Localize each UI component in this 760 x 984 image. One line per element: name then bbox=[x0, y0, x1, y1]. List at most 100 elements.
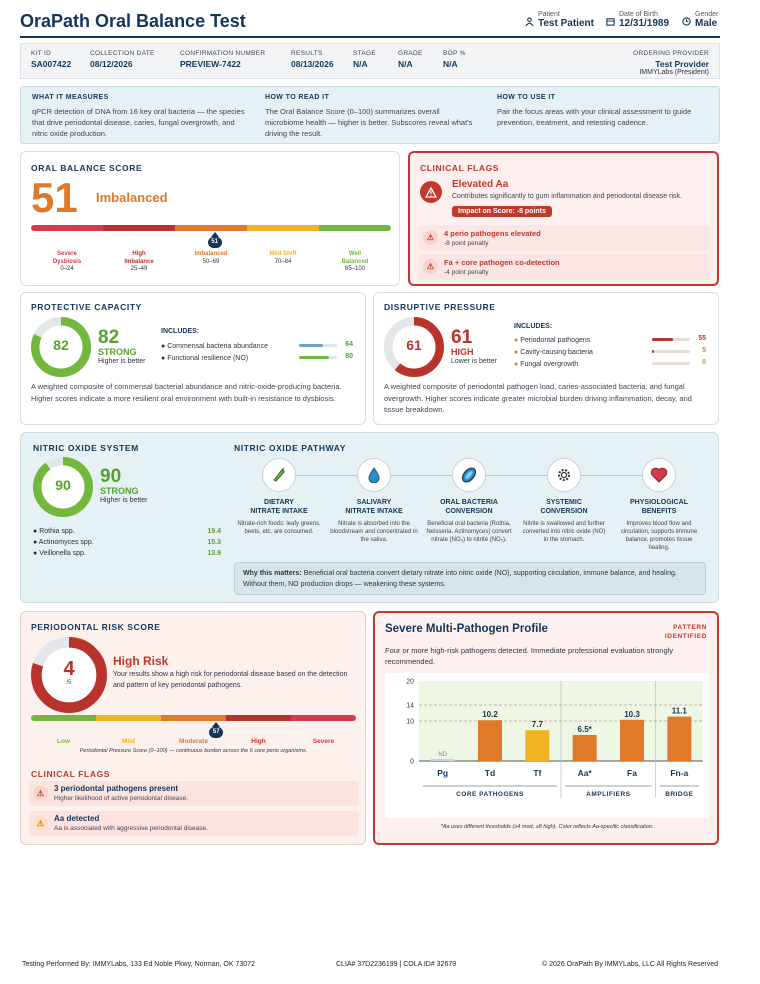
bar-value-label: 6.5* bbox=[578, 725, 593, 734]
step-title: SYSTEMIC CONVERSION bbox=[540, 499, 588, 515]
footer-copyright: © 2026 OraPath By IMMYLabs, LLC All Righ… bbox=[542, 961, 718, 968]
how-to-read-it: HOW TO READ IT The Oral Balance Score (0–… bbox=[265, 94, 473, 138]
oral-balance-marker: 51 bbox=[207, 232, 222, 248]
perio-title: PERIODONTAL RISK SCORE bbox=[31, 622, 161, 632]
step-desc: Improves blood flow and circulation, sup… bbox=[620, 521, 698, 551]
meta-kit-id: KIT ID SA007422 bbox=[31, 50, 72, 69]
bar bbox=[667, 716, 692, 761]
gauge-segment bbox=[291, 715, 356, 721]
gauge-segment bbox=[31, 225, 103, 231]
disruptive-status: HIGH bbox=[451, 347, 474, 357]
disruptive-includes: ● Periodontal pathogens 55 ● Cavity-caus… bbox=[514, 335, 714, 371]
disruptive-desc: A weighted composite of periodontal path… bbox=[384, 382, 692, 414]
flag-item: ⚠ 4 perio pathogens elevated -8 point pe… bbox=[418, 225, 710, 251]
step-title: PHYSIOLOGICAL BENEFITS bbox=[630, 499, 688, 515]
gauge-segment bbox=[175, 225, 247, 231]
protective-includes: ● Commensal bacteria abundance 64 ● Func… bbox=[161, 341, 361, 365]
include-bar-fill bbox=[299, 356, 330, 359]
gauge-segment bbox=[31, 715, 96, 721]
perio-desc: Your results show a high risk for period… bbox=[113, 671, 348, 689]
gauge-label: Imbalanced 50–69 bbox=[194, 251, 228, 265]
heart-icon bbox=[642, 458, 676, 492]
nitric-species-list: ● Rothia spp. 19.4 ● Actinomyces spp. 15.3… bbox=[33, 528, 221, 561]
bar-value-label: 11.1 bbox=[672, 707, 688, 716]
how-to-use-it: HOW TO USE IT Pair the focus areas with y… bbox=[497, 94, 692, 127]
protective-ring-label: 82 bbox=[53, 337, 69, 353]
include-bar bbox=[652, 362, 690, 365]
oral-balance-marker-label: 51 bbox=[207, 237, 222, 248]
meta-bop: BOP % N/A bbox=[443, 50, 466, 69]
gauge-label: Moderate bbox=[179, 738, 208, 745]
nitric-hint: Higher is better bbox=[100, 497, 148, 504]
protective-desc: A weighted composite of commensal bacter… bbox=[31, 382, 342, 403]
elevated-aa-desc: Contributes significantly to gum inflamm… bbox=[452, 193, 682, 200]
y-tick-label: 0 bbox=[410, 759, 414, 766]
bar-value-label: 10.2 bbox=[482, 710, 498, 719]
warning-icon: ⚠ bbox=[423, 259, 438, 274]
meta-stage: STAGE N/A bbox=[353, 50, 377, 69]
nitric-status: STRONG bbox=[100, 486, 139, 496]
perio-denom: /5 bbox=[66, 680, 72, 686]
bar bbox=[430, 759, 455, 761]
footer-clia: CLIA# 37D2236199 | COLA ID# 32679 bbox=[336, 961, 457, 968]
meta-results-date: RESULTS 08/13/2026 bbox=[291, 50, 334, 69]
y-tick-label: 20 bbox=[406, 679, 414, 686]
warning-icon: ⚠ bbox=[33, 816, 48, 831]
perio-score: 4 bbox=[63, 658, 75, 680]
patient-label: Patient bbox=[538, 11, 560, 18]
y-tick-label: 14 bbox=[406, 703, 414, 710]
periodontal-risk-card: PERIODONTAL RISK SCORE 4 /5 High Risk Yo… bbox=[20, 611, 366, 845]
include-bar bbox=[652, 338, 690, 341]
meta-grade: GRADE N/A bbox=[398, 50, 423, 69]
step-desc: Nitrate is absorbed into the bloodstream… bbox=[330, 521, 418, 543]
report-title: OraPath Oral Balance Test bbox=[20, 11, 246, 31]
species-row: ● Veillonella spp. 13.9 bbox=[33, 550, 221, 557]
gauge-label: Low bbox=[57, 738, 70, 745]
protective-capacity-card: PROTECTIVE CAPACITY 82 82 STRONG Higher … bbox=[20, 292, 366, 425]
provider-org: IMMYLabs (President) bbox=[639, 69, 709, 76]
oral-balance-gauge bbox=[31, 225, 391, 231]
bar-value-label: 7.7 bbox=[532, 720, 544, 729]
pathogen-bar-chart: 0 10 14 20 CORE PATHOGENS AMPLIFIERS BRIDGE ND P… bbox=[406, 679, 703, 798]
include-bar-fill bbox=[299, 344, 324, 347]
include-bar bbox=[652, 350, 690, 353]
oral-balance-card: ORAL BALANCE SCORE 51 Imbalanced 51 Seve… bbox=[20, 151, 400, 286]
perio-gauge bbox=[31, 715, 356, 721]
species-row: ● Rothia spp. 19.4 bbox=[33, 528, 221, 535]
bar bbox=[572, 735, 597, 761]
meta-confirmation-number: CONFIRMATION NUMBER PREVIEW-7422 bbox=[180, 50, 266, 69]
profile-title: Severe Multi-Pathogen Profile bbox=[385, 623, 548, 635]
disruptive-ring bbox=[384, 317, 444, 377]
gauge-segment bbox=[247, 225, 319, 231]
clinical-flags-card: CLINICAL FLAGS Elevated Aa Contributes s… bbox=[408, 151, 719, 286]
disruptive-pressure-card: DISRUPTIVE PRESSURE 61 61 HIGH Lower is … bbox=[373, 292, 719, 425]
perio-marker: 57 bbox=[209, 722, 224, 738]
gauge-label: Well Balanced 85–100 bbox=[341, 251, 369, 272]
multi-pathogen-card: Severe Multi-Pathogen Profile PATTERN IDE… bbox=[373, 611, 719, 845]
dob-value: 12/31/1989 bbox=[619, 18, 670, 29]
perio-note: Periodontal Pressure Score (0–100) — con… bbox=[79, 748, 308, 754]
x-tick-label: Fn-a bbox=[670, 768, 688, 778]
gauge-segment bbox=[96, 715, 161, 721]
patient-name: Test Patient bbox=[538, 18, 594, 29]
meta-collection-date: COLLECTION DATE 08/12/2026 bbox=[90, 50, 155, 69]
nitric-ring-label: 90 bbox=[55, 477, 71, 493]
nitric-title: NITRIC OXIDE SYSTEM bbox=[33, 443, 139, 453]
warning-icon: ⚠ bbox=[33, 786, 48, 801]
include-row: ● Commensal bacteria abundance 64 bbox=[161, 341, 353, 350]
bacteria-icon bbox=[452, 458, 486, 492]
gender-value: Male bbox=[695, 18, 718, 29]
what-it-measures: WHAT IT MEASURES qPCR detection of DNA fr… bbox=[32, 94, 245, 138]
dob-info: Date of Birth 12/31/1989 bbox=[606, 11, 669, 29]
oral-balance-score: 51 bbox=[31, 174, 78, 221]
oral-balance-title: ORAL BALANCE SCORE bbox=[31, 163, 143, 173]
saliva-drop-icon bbox=[357, 458, 391, 492]
step-title: DIETARY NITRATE INTAKE bbox=[250, 499, 308, 515]
gauge-label: Mild Shift 70–84 bbox=[269, 251, 297, 265]
pathway-title: NITRIC OXIDE PATHWAY bbox=[234, 443, 346, 453]
why-this-matters-box: Why this matters: Beneficial oral bacter… bbox=[234, 562, 706, 595]
disruptive-ring-label: 61 bbox=[406, 337, 422, 353]
gauge-label: High bbox=[251, 738, 266, 745]
include-bar-fill bbox=[652, 350, 654, 353]
nitric-oxide-card: NITRIC OXIDE SYSTEM 90 90 STRONG Higher … bbox=[20, 432, 719, 603]
